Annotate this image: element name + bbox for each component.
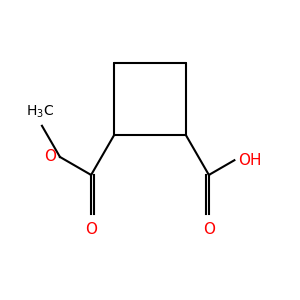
Text: H$_3$C: H$_3$C — [26, 103, 54, 120]
Text: O: O — [85, 222, 97, 237]
Text: O: O — [44, 149, 56, 164]
Text: O: O — [203, 222, 215, 237]
Text: OH: OH — [238, 153, 262, 168]
